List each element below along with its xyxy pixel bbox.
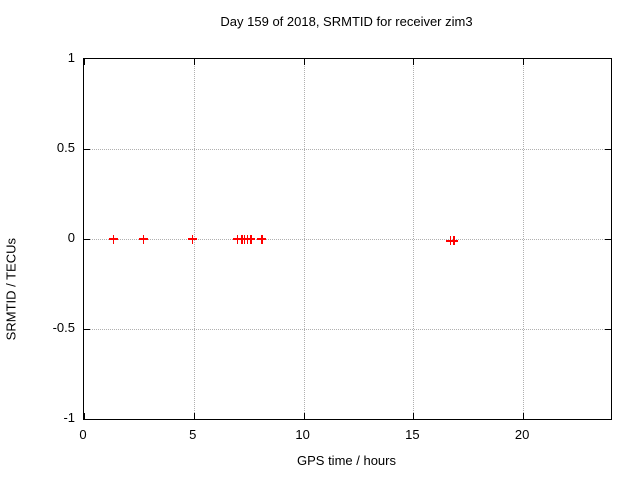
x-tick-mark (303, 59, 305, 65)
y-tick-label: 0.5 (56, 140, 75, 155)
grid-line-y (84, 329, 611, 330)
x-tick-mark (523, 413, 525, 419)
data-point-marker (246, 234, 256, 244)
grid-line-y (84, 149, 611, 150)
x-axis-label: GPS time / hours (297, 453, 396, 468)
y-tick-mark (605, 329, 611, 330)
x-tick-mark (523, 59, 525, 65)
data-point-marker (188, 234, 198, 244)
y-tick-mark (84, 149, 90, 150)
x-tick-mark (303, 413, 305, 419)
data-point-marker (109, 234, 119, 244)
y-tick-mark (84, 239, 90, 240)
x-tick-label: 5 (189, 427, 197, 442)
y-tick-mark (605, 149, 611, 150)
x-tick-mark (84, 59, 85, 65)
y-tick-label: 0 (67, 230, 75, 245)
data-point-marker (449, 236, 459, 246)
x-tick-mark (193, 59, 195, 65)
x-tick-label: 15 (405, 427, 420, 442)
y-tick-mark (84, 329, 90, 330)
x-tick-label: 20 (514, 427, 530, 442)
grid-line-y (84, 239, 611, 240)
y-tick-label: -1 (63, 410, 75, 425)
y-tick-label: -0.5 (52, 320, 75, 335)
plot-area (83, 58, 612, 420)
x-tick-mark (413, 413, 415, 419)
data-point-marker (138, 234, 148, 244)
x-tick-mark (193, 413, 195, 419)
x-tick-mark (413, 59, 415, 65)
data-point-marker (257, 234, 267, 244)
y-tick-mark (605, 239, 611, 240)
y-tick-label: 1 (67, 50, 75, 65)
x-tick-label: 0 (79, 427, 87, 442)
x-tick-mark (84, 413, 85, 419)
chart-title: Day 159 of 2018, SRMTID for receiver zim… (220, 14, 473, 29)
x-tick-label: 10 (295, 427, 310, 442)
